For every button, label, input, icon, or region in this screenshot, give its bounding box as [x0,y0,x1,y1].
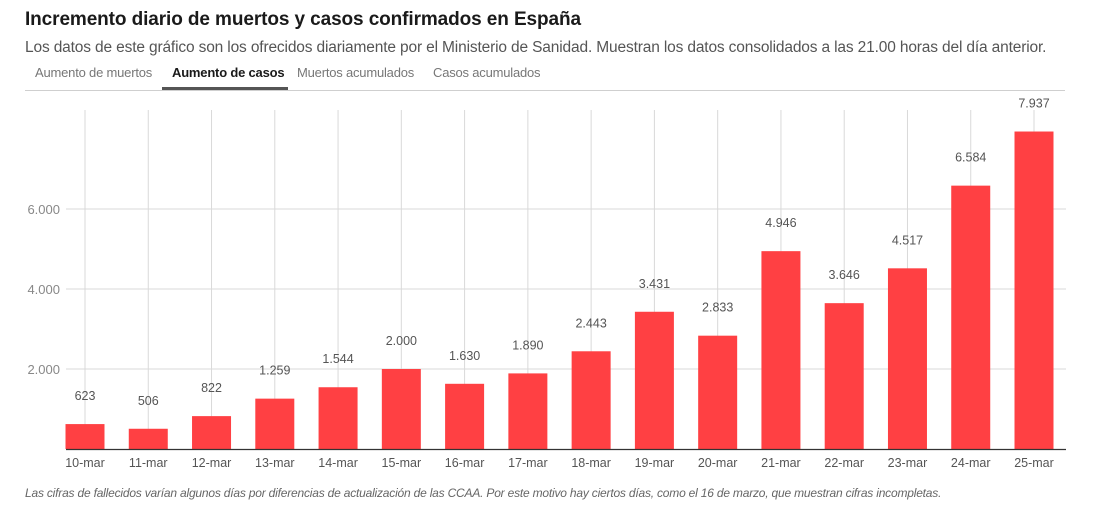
tab-bar: Aumento de muertos Aumento de casos Muer… [25,62,1065,91]
x-tick-label: 20-mar [698,456,738,470]
bar [65,424,105,449]
x-tick-label: 22-mar [824,456,864,470]
x-tick-label: 21-mar [761,456,801,470]
bar [508,373,548,449]
x-tick-label: 25-mar [1014,456,1054,470]
value-label: 2.000 [386,334,417,348]
value-label: 623 [75,389,96,403]
x-tick-label: 19-mar [635,456,675,470]
y-tick-label: 6.000 [27,202,60,217]
x-tick-label: 13-mar [255,456,295,470]
tab-aumento-de-muertos[interactable]: Aumento de muertos [35,65,153,80]
bar [318,387,358,449]
tab-casos-acumulados[interactable]: Casos acumulados [433,65,541,80]
bar [887,268,927,449]
value-label: 1.259 [259,364,290,378]
x-tick-label: 14-mar [318,456,358,470]
y-tick-label: 2.000 [27,362,60,377]
bar [951,185,991,449]
bar [571,351,611,449]
active-tab-indicator [162,87,288,90]
bar [698,335,738,449]
value-label: 2.443 [575,316,606,330]
tab-aumento-de-casos[interactable]: Aumento de casos [172,65,285,80]
y-axis-tick-labels: 2.000 4.000 6.000 [27,202,60,377]
chart-subtitle: Los datos de este gráfico son los ofreci… [25,39,1047,56]
x-axis-tick-labels: 10-mar 11-mar 12-mar 13-mar 14-mar 15-mar 16-m… [65,456,1054,470]
x-tick-label: 23-mar [888,456,928,470]
value-label: 822 [201,381,222,395]
value-label: 1.544 [322,352,353,366]
bars [65,131,1054,449]
bar [445,383,485,449]
x-tick-label: 24-mar [951,456,991,470]
bar [824,303,864,449]
value-labels: 623 506 822 1.259 1.544 2.000 1.630 1.890 2.443 3… [75,97,1050,408]
value-label: 6.584 [955,151,986,165]
bar [634,311,674,449]
x-tick-label: 11-mar [129,456,168,470]
x-tick-label: 18-mar [571,456,611,470]
x-tick-label: 12-mar [192,456,232,470]
bar [381,369,421,449]
chart-title: Incremento diario de muertos y casos con… [25,9,581,30]
bar [761,251,801,449]
tab-muertos-acumulados[interactable]: Muertos acumulados [297,65,415,80]
bar [255,398,295,449]
bar [192,416,232,449]
value-label: 4.517 [892,233,923,247]
value-label: 1.890 [512,338,543,352]
footnote: Las cifras de fallecidos varían algunos … [25,486,942,500]
value-label: 506 [138,394,159,408]
x-tick-label: 15-mar [382,456,422,470]
value-label: 3.646 [829,268,860,282]
value-label: 1.630 [449,349,480,363]
bar [1014,131,1054,449]
bar [128,428,168,449]
value-label: 2.833 [702,301,733,315]
value-label: 3.431 [639,277,670,291]
x-tick-label: 17-mar [508,456,548,470]
x-tick-label: 16-mar [445,456,485,470]
value-label: 7.937 [1018,97,1049,111]
y-tick-label: 4.000 [27,282,60,297]
value-label: 4.946 [765,216,796,230]
x-tick-label: 10-mar [65,456,105,470]
